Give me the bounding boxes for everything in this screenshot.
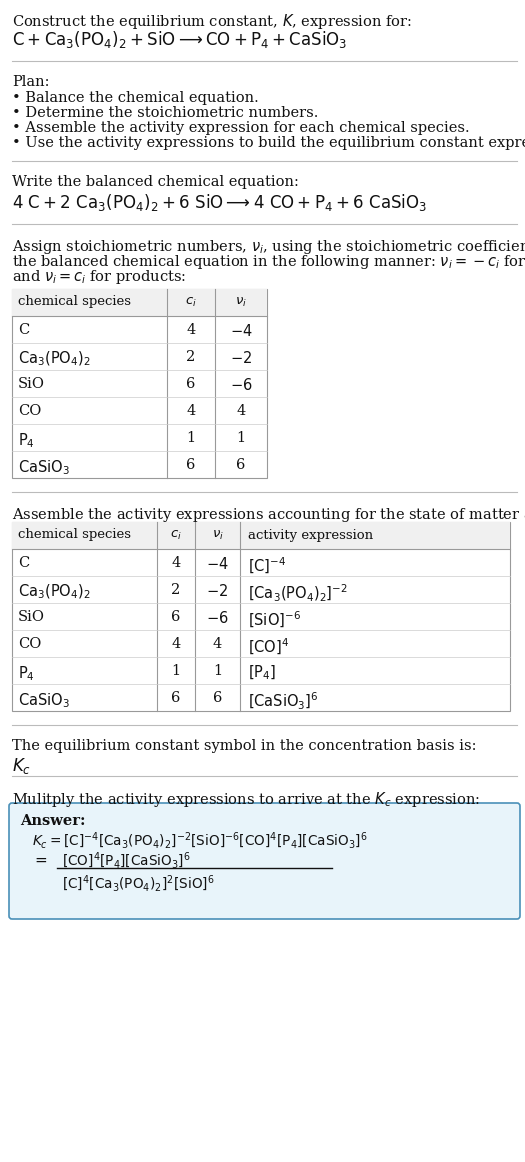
Text: $[\mathrm{CaSiO_3}]^6$: $[\mathrm{CaSiO_3}]^6$ [248,691,319,712]
Text: 6: 6 [213,691,222,705]
Text: 6: 6 [171,691,181,705]
Text: 1: 1 [236,431,246,445]
Text: $=$: $=$ [32,853,48,867]
Text: $[\mathrm{CO}]^4$: $[\mathrm{CO}]^4$ [248,637,289,657]
Text: 6: 6 [186,376,196,390]
Text: 2: 2 [171,583,181,597]
Text: Write the balanced chemical equation:: Write the balanced chemical equation: [12,175,299,189]
Text: chemical species: chemical species [18,295,131,308]
Text: $[\mathrm{C}]^4 [\mathrm{Ca_3(PO_4)_2}]^2 [\mathrm{SiO}]^6$: $[\mathrm{C}]^4 [\mathrm{Ca_3(PO_4)_2}]^… [62,874,215,895]
Bar [12,289,267,316]
Text: C: C [18,323,29,337]
Text: Mulitply the activity expressions to arrive at the $K_c$ expression:: Mulitply the activity expressions to arr… [12,790,480,809]
Bar [12,522,510,548]
Text: 4: 4 [171,637,181,651]
Text: 1: 1 [172,664,181,677]
Text: 4: 4 [186,323,196,337]
Text: 6: 6 [186,458,196,472]
Text: Assemble the activity expressions accounting for the state of matter and $\nu_i$: Assemble the activity expressions accoun… [12,505,525,524]
Text: 1: 1 [186,431,195,445]
Text: and $\nu_i = c_i$ for products:: and $\nu_i = c_i$ for products: [12,268,186,286]
Text: $-6$: $-6$ [206,610,229,626]
Text: $K_c$: $K_c$ [12,756,31,776]
Text: C: C [18,555,29,571]
Text: $\nu_i$: $\nu_i$ [212,529,224,543]
Text: $[\mathrm{Ca_3(PO_4)_2}]^{-2}$: $[\mathrm{Ca_3(PO_4)_2}]^{-2}$ [248,583,348,604]
Bar [12,289,267,478]
Text: The equilibrium constant symbol in the concentration basis is:: The equilibrium constant symbol in the c… [12,739,477,753]
Text: $c_i$: $c_i$ [170,529,182,543]
Text: 6: 6 [236,458,246,472]
Text: $[\mathrm{SiO}]^{-6}$: $[\mathrm{SiO}]^{-6}$ [248,610,301,630]
Text: • Use the activity expressions to build the equilibrium constant expression.: • Use the activity expressions to build … [12,136,525,150]
Text: • Assemble the activity expression for each chemical species.: • Assemble the activity expression for e… [12,121,470,135]
Text: Plan:: Plan: [12,76,49,89]
Bar [12,522,510,711]
Text: $c_i$: $c_i$ [185,296,197,309]
Text: $\mathrm{P_4}$: $\mathrm{P_4}$ [18,664,35,683]
FancyBboxPatch shape [9,803,520,919]
Text: $-4$: $-4$ [206,555,229,572]
Text: $[\mathrm{CO}]^4 [\mathrm{P_4}] [\mathrm{CaSiO_3}]^6$: $[\mathrm{CO}]^4 [\mathrm{P_4}] [\mathrm… [62,851,191,872]
Text: $\mathrm{C + Ca_3(PO_4)_2 + SiO} \longrightarrow \mathrm{CO + P_4 + CaSiO_3}$: $\mathrm{C + Ca_3(PO_4)_2 + SiO} \longri… [12,29,348,50]
Text: $\mathrm{Ca_3(PO_4)_2}$: $\mathrm{Ca_3(PO_4)_2}$ [18,350,91,368]
Text: 1: 1 [213,664,222,677]
Text: $[\mathrm{C}]^{-4}$: $[\mathrm{C}]^{-4}$ [248,555,286,576]
Text: Construct the equilibrium constant, $K$, expression for:: Construct the equilibrium constant, $K$,… [12,12,412,31]
Text: • Determine the stoichiometric numbers.: • Determine the stoichiometric numbers. [12,106,318,120]
Text: $\mathrm{CaSiO_3}$: $\mathrm{CaSiO_3}$ [18,691,70,710]
Text: $-2$: $-2$ [206,583,228,598]
Text: $\mathrm{P_4}$: $\mathrm{P_4}$ [18,431,35,450]
Text: SiO: SiO [18,376,45,390]
Text: 4: 4 [213,637,222,651]
Text: the balanced chemical equation in the following manner: $\nu_i = -c_i$ for react: the balanced chemical equation in the fo… [12,253,525,271]
Text: 6: 6 [171,610,181,624]
Text: $-4$: $-4$ [229,323,253,339]
Text: chemical species: chemical species [18,528,131,541]
Text: $[\mathrm{P_4}]$: $[\mathrm{P_4}]$ [248,664,276,682]
Text: Answer:: Answer: [20,815,86,829]
Text: CO: CO [18,404,41,418]
Text: $\mathrm{Ca_3(PO_4)_2}$: $\mathrm{Ca_3(PO_4)_2}$ [18,583,91,602]
Text: CO: CO [18,637,41,651]
Text: $-6$: $-6$ [229,376,253,393]
Text: 2: 2 [186,350,196,364]
Text: $\nu_i$: $\nu_i$ [235,296,247,309]
Text: $\mathrm{CaSiO_3}$: $\mathrm{CaSiO_3}$ [18,458,70,476]
Text: 4: 4 [236,404,246,418]
Text: • Balance the chemical equation.: • Balance the chemical equation. [12,91,259,105]
Text: $K_c = [\mathrm{C}]^{-4} [\mathrm{Ca_3(PO_4)_2}]^{-2} [\mathrm{SiO}]^{-6} [\math: $K_c = [\mathrm{C}]^{-4} [\mathrm{Ca_3(P… [32,831,368,852]
Text: $\mathrm{4\ C + 2\ Ca_3(PO_4)_2 + 6\ SiO} \longrightarrow \mathrm{4\ CO + P_4 + : $\mathrm{4\ C + 2\ Ca_3(PO_4)_2 + 6\ SiO… [12,192,427,213]
Text: 4: 4 [186,404,196,418]
Text: SiO: SiO [18,610,45,624]
Text: 4: 4 [171,555,181,571]
Text: Assign stoichiometric numbers, $\nu_i$, using the stoichiometric coefficients, $: Assign stoichiometric numbers, $\nu_i$, … [12,238,525,256]
Text: activity expression: activity expression [248,529,373,541]
Text: $-2$: $-2$ [230,350,252,366]
